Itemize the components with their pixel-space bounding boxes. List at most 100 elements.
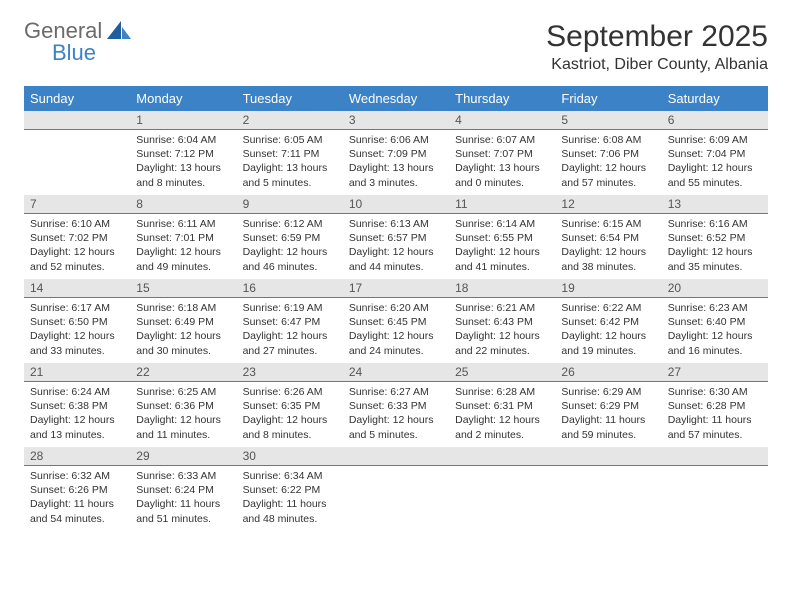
- calendar-cell: 19Sunrise: 6:22 AMSunset: 6:42 PMDayligh…: [555, 279, 661, 363]
- day-text-line: Sunset: 6:36 PM: [136, 399, 230, 413]
- day-number: 6: [662, 111, 768, 130]
- calendar-cell: 2Sunrise: 6:05 AMSunset: 7:11 PMDaylight…: [237, 111, 343, 195]
- calendar-cell: 11Sunrise: 6:14 AMSunset: 6:55 PMDayligh…: [449, 195, 555, 279]
- day-text-line: and 52 minutes.: [30, 260, 124, 274]
- day-text-line: Sunset: 6:33 PM: [349, 399, 443, 413]
- day-detail: Sunrise: 6:29 AMSunset: 6:29 PMDaylight:…: [555, 382, 661, 446]
- calendar-cell: 7Sunrise: 6:10 AMSunset: 7:02 PMDaylight…: [24, 195, 130, 279]
- calendar-week: 14Sunrise: 6:17 AMSunset: 6:50 PMDayligh…: [24, 279, 768, 363]
- day-number: 17: [343, 279, 449, 298]
- day-number-empty: [662, 447, 768, 466]
- day-text-line: Daylight: 12 hours: [349, 413, 443, 427]
- day-text-line: Sunrise: 6:32 AM: [30, 469, 124, 483]
- day-text-line: and 49 minutes.: [136, 260, 230, 274]
- day-text-line: Sunset: 6:29 PM: [561, 399, 655, 413]
- day-text-line: Sunrise: 6:09 AM: [668, 133, 762, 147]
- calendar-cell: 8Sunrise: 6:11 AMSunset: 7:01 PMDaylight…: [130, 195, 236, 279]
- day-text-line: Sunrise: 6:20 AM: [349, 301, 443, 315]
- day-text-line: and 46 minutes.: [243, 260, 337, 274]
- day-number: 27: [662, 363, 768, 382]
- day-text-line: and 59 minutes.: [561, 428, 655, 442]
- day-text-line: and 57 minutes.: [668, 428, 762, 442]
- day-text-line: and 24 minutes.: [349, 344, 443, 358]
- day-detail: Sunrise: 6:23 AMSunset: 6:40 PMDaylight:…: [662, 298, 768, 362]
- calendar-table: SundayMondayTuesdayWednesdayThursdayFrid…: [24, 86, 768, 531]
- day-detail: Sunrise: 6:24 AMSunset: 6:38 PMDaylight:…: [24, 382, 130, 446]
- calendar-cell: 17Sunrise: 6:20 AMSunset: 6:45 PMDayligh…: [343, 279, 449, 363]
- day-text-line: Sunset: 7:09 PM: [349, 147, 443, 161]
- day-text-line: Sunrise: 6:06 AM: [349, 133, 443, 147]
- day-text-line: Sunrise: 6:27 AM: [349, 385, 443, 399]
- day-text-line: and 54 minutes.: [30, 512, 124, 526]
- day-text-line: and 51 minutes.: [136, 512, 230, 526]
- day-text-line: Sunrise: 6:28 AM: [455, 385, 549, 399]
- day-text-line: Sunrise: 6:30 AM: [668, 385, 762, 399]
- day-text-line: and 22 minutes.: [455, 344, 549, 358]
- weekday-header: Monday: [130, 86, 236, 111]
- calendar-cell: 21Sunrise: 6:24 AMSunset: 6:38 PMDayligh…: [24, 363, 130, 447]
- day-detail: Sunrise: 6:22 AMSunset: 6:42 PMDaylight:…: [555, 298, 661, 362]
- day-detail: Sunrise: 6:08 AMSunset: 7:06 PMDaylight:…: [555, 130, 661, 194]
- calendar-cell: 3Sunrise: 6:06 AMSunset: 7:09 PMDaylight…: [343, 111, 449, 195]
- day-text-line: and 5 minutes.: [349, 428, 443, 442]
- weekday-header: Tuesday: [237, 86, 343, 111]
- day-text-line: Sunset: 7:12 PM: [136, 147, 230, 161]
- title-block: September 2025 Kastriot, Diber County, A…: [546, 20, 768, 74]
- day-number: 25: [449, 363, 555, 382]
- calendar-cell: 1Sunrise: 6:04 AMSunset: 7:12 PMDaylight…: [130, 111, 236, 195]
- day-text-line: Sunset: 6:40 PM: [668, 315, 762, 329]
- day-text-line: Daylight: 13 hours: [243, 161, 337, 175]
- day-text-line: and 19 minutes.: [561, 344, 655, 358]
- day-text-line: and 0 minutes.: [455, 176, 549, 190]
- day-text-line: Daylight: 12 hours: [561, 161, 655, 175]
- day-text-line: Sunrise: 6:05 AM: [243, 133, 337, 147]
- day-text-line: Daylight: 13 hours: [455, 161, 549, 175]
- day-text-line: and 57 minutes.: [561, 176, 655, 190]
- day-text-line: Daylight: 13 hours: [136, 161, 230, 175]
- day-detail: Sunrise: 6:21 AMSunset: 6:43 PMDaylight:…: [449, 298, 555, 362]
- day-number: 7: [24, 195, 130, 214]
- day-text-line: Sunrise: 6:21 AM: [455, 301, 549, 315]
- day-text-line: Sunset: 6:38 PM: [30, 399, 124, 413]
- calendar-cell: 25Sunrise: 6:28 AMSunset: 6:31 PMDayligh…: [449, 363, 555, 447]
- day-detail: Sunrise: 6:07 AMSunset: 7:07 PMDaylight:…: [449, 130, 555, 194]
- calendar-head: SundayMondayTuesdayWednesdayThursdayFrid…: [24, 86, 768, 111]
- day-text-line: Daylight: 12 hours: [136, 245, 230, 259]
- day-number: 1: [130, 111, 236, 130]
- weekday-header: Saturday: [662, 86, 768, 111]
- day-text-line: Daylight: 11 hours: [136, 497, 230, 511]
- calendar-week: 28Sunrise: 6:32 AMSunset: 6:26 PMDayligh…: [24, 447, 768, 531]
- day-text-line: Sunrise: 6:23 AM: [668, 301, 762, 315]
- calendar-cell: [24, 111, 130, 195]
- day-detail: Sunrise: 6:28 AMSunset: 6:31 PMDaylight:…: [449, 382, 555, 446]
- weekday-header: Thursday: [449, 86, 555, 111]
- day-detail: Sunrise: 6:17 AMSunset: 6:50 PMDaylight:…: [24, 298, 130, 362]
- day-text-line: and 41 minutes.: [455, 260, 549, 274]
- day-text-line: Daylight: 12 hours: [136, 413, 230, 427]
- sail-icon: [107, 21, 133, 46]
- day-text-line: Daylight: 12 hours: [668, 329, 762, 343]
- day-text-line: Daylight: 11 hours: [30, 497, 124, 511]
- day-detail: Sunrise: 6:27 AMSunset: 6:33 PMDaylight:…: [343, 382, 449, 446]
- day-text-line: Daylight: 12 hours: [30, 329, 124, 343]
- calendar-cell: 23Sunrise: 6:26 AMSunset: 6:35 PMDayligh…: [237, 363, 343, 447]
- day-detail: Sunrise: 6:25 AMSunset: 6:36 PMDaylight:…: [130, 382, 236, 446]
- day-text-line: Sunrise: 6:33 AM: [136, 469, 230, 483]
- day-text-line: Sunset: 6:50 PM: [30, 315, 124, 329]
- day-text-line: Sunset: 6:26 PM: [30, 483, 124, 497]
- day-text-line: Sunset: 6:28 PM: [668, 399, 762, 413]
- day-text-line: Sunrise: 6:08 AM: [561, 133, 655, 147]
- day-text-line: Daylight: 12 hours: [455, 329, 549, 343]
- day-text-line: Sunrise: 6:14 AM: [455, 217, 549, 231]
- day-number: 22: [130, 363, 236, 382]
- day-detail: Sunrise: 6:19 AMSunset: 6:47 PMDaylight:…: [237, 298, 343, 362]
- calendar-cell: 12Sunrise: 6:15 AMSunset: 6:54 PMDayligh…: [555, 195, 661, 279]
- calendar-body: 1Sunrise: 6:04 AMSunset: 7:12 PMDaylight…: [24, 111, 768, 531]
- day-text-line: and 55 minutes.: [668, 176, 762, 190]
- calendar-cell: 9Sunrise: 6:12 AMSunset: 6:59 PMDaylight…: [237, 195, 343, 279]
- day-text-line: Daylight: 11 hours: [243, 497, 337, 511]
- day-number: 28: [24, 447, 130, 466]
- calendar-cell: 28 Sunrise: 6:32 AMSunset: 6:26 PMDayligh…: [24, 447, 130, 531]
- day-detail: Sunrise: 6:11 AMSunset: 7:01 PMDaylight:…: [130, 214, 236, 278]
- day-text-line: Daylight: 12 hours: [349, 329, 443, 343]
